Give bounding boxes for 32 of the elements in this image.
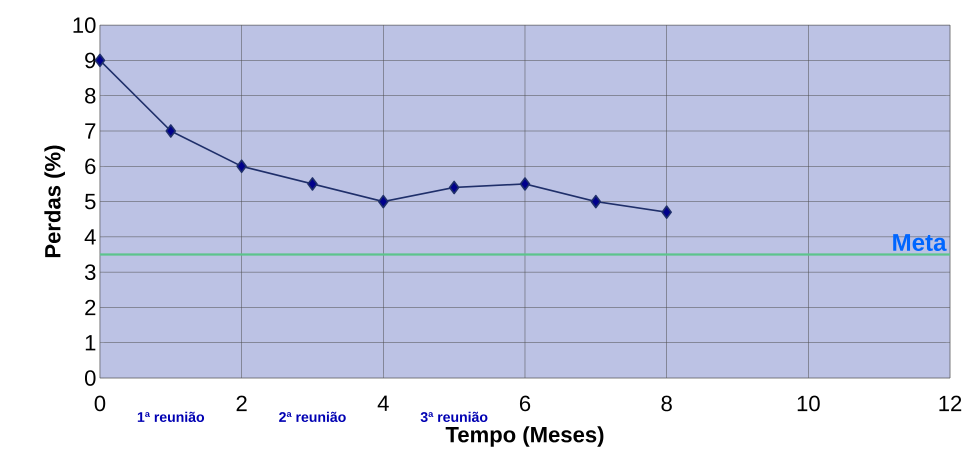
y-tick-label: 6 (85, 158, 96, 174)
y-axis-title: Perdas (%) (44, 146, 65, 258)
point (236, 159, 247, 174)
y-tick-label: 9 (85, 52, 96, 68)
y-tick-label: 0 (84, 370, 96, 386)
point (378, 194, 389, 208)
y-tick-label: 5 (85, 194, 96, 210)
y-tick-label: 7 (85, 123, 96, 139)
point (94, 54, 106, 68)
text: 2ª reunião (279, 412, 346, 422)
point (165, 124, 176, 138)
x-tick-label: 12 (939, 396, 962, 412)
y-tick-label: 10 (74, 17, 96, 33)
x-tick-label: 8 (661, 396, 672, 412)
text: 1ª reunião (138, 412, 204, 422)
x-axis-title: Tempo (Meses) (446, 426, 604, 447)
y-tick-label: 4 (84, 229, 96, 244)
ref-line-label: Meta (893, 234, 947, 251)
text: 3ª reunião (420, 412, 488, 422)
y-tick-label: 8 (85, 88, 96, 104)
point (590, 194, 602, 208)
y-tick-label: 2 (85, 300, 96, 316)
x-tick-label: 10 (798, 396, 820, 412)
point (661, 205, 672, 219)
x-tick-label: 6 (520, 396, 530, 412)
point (448, 180, 460, 194)
point (307, 177, 318, 191)
y-tick-label: 3 (84, 264, 96, 280)
x-tick-label: 2 (236, 396, 247, 412)
x-tick-label: 4 (378, 396, 389, 411)
point (520, 177, 530, 191)
y-tick-label: 1 (86, 335, 96, 350)
